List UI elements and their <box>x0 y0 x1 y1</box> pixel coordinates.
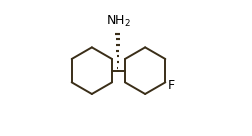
Text: NH$_2$: NH$_2$ <box>106 14 131 29</box>
Text: F: F <box>167 79 174 92</box>
